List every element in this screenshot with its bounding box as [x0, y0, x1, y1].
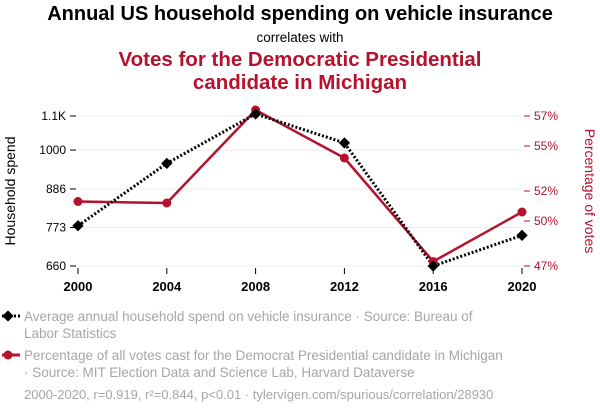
- legend-marker-household-spend: [2, 310, 14, 322]
- right-tick-label: 52%: [534, 184, 558, 198]
- data-point-votes: [517, 207, 527, 217]
- x-tick-label: 2000: [64, 279, 93, 294]
- left-tick-label: 886: [46, 182, 66, 196]
- legend-item-votes: Percentage of all votes cast for the Dem…: [2, 348, 503, 380]
- gridlines: [70, 115, 530, 274]
- x-tick-label: 2012: [330, 279, 359, 294]
- chart-title: Annual US household spending on vehicle …: [47, 3, 553, 25]
- legend-label-votes-line-2: · Source: MIT Election Data and Science …: [24, 365, 415, 380]
- series-lines: [77, 108, 523, 268]
- y-axis-label-left: Household spend: [2, 137, 18, 246]
- legend-item-household-spend: Average annual household spend on vehicl…: [2, 309, 473, 341]
- legend-marker-votes: [3, 350, 13, 360]
- left-tick-label: 1000: [39, 143, 66, 157]
- chart-footer: 2000-2020, r=0.919, r²=0.844, p<0.01 · t…: [24, 387, 493, 402]
- x-axis-ticks: 2000 2004 2008 2012 2016 2020: [64, 279, 537, 294]
- data-point-votes: [339, 153, 349, 163]
- left-tick-label: 1.1K: [41, 109, 66, 123]
- legend: Average annual household spend on vehicl…: [2, 309, 503, 380]
- left-tick-label: 773: [46, 220, 66, 234]
- y-axis-label-right: Percentage of votes: [582, 129, 598, 254]
- right-axis-ticks: 47% 50% 52% 55% 57%: [534, 109, 558, 273]
- series-line-votes: [77, 108, 523, 263]
- right-tick-label: 57%: [534, 109, 558, 123]
- data-point-household-spend: [161, 157, 173, 170]
- legend-label-household-spend-line-1: Average annual household spend on vehicl…: [24, 309, 473, 324]
- legend-label-household-spend-line-2: Labor Statistics: [24, 326, 117, 341]
- right-tick-label: 50%: [534, 214, 558, 228]
- x-tick-label: 2020: [508, 279, 537, 294]
- x-tick-label: 2004: [152, 279, 182, 294]
- series-line-household-spend: [77, 112, 523, 268]
- right-tick-label: 47%: [534, 259, 558, 273]
- left-axis-ticks: 660 773 886 1000 1.1K: [39, 109, 66, 273]
- left-tick-label: 660: [46, 259, 66, 273]
- data-point-household-spend: [516, 229, 528, 241]
- legend-label-votes-line-1: Percentage of all votes cast for the Dem…: [24, 348, 503, 363]
- data-point-votes: [162, 198, 172, 208]
- x-tick-label: 2008: [241, 279, 270, 294]
- chart-second-title-line-1: Votes for the Democratic Presidential: [118, 48, 481, 71]
- chart-second-title-line-2: candidate in Michigan: [193, 71, 407, 94]
- right-tick-label: 55%: [534, 139, 558, 153]
- data-point-votes: [73, 197, 83, 206]
- chart-subtitle: correlates with: [256, 30, 343, 45]
- x-tick-label: 2016: [419, 279, 448, 294]
